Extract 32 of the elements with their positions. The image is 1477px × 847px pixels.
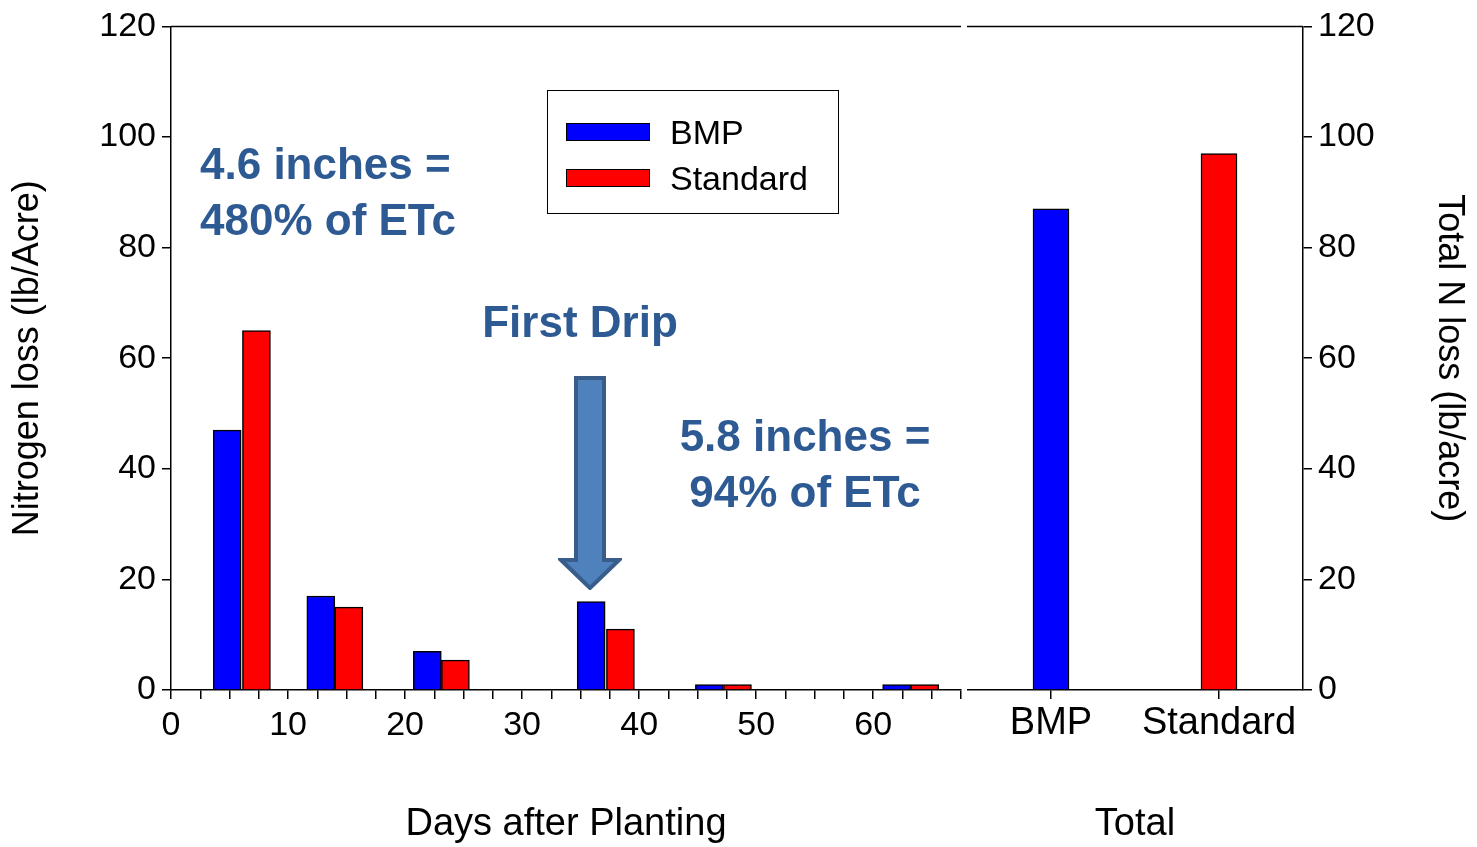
x-axis-title: Days after Planting (405, 800, 727, 843)
x-tick-label: 40 (620, 703, 659, 742)
x-tick-label: 60 (854, 703, 893, 742)
x-tick-label: Standard (1141, 700, 1297, 743)
legend-label: BMP (670, 112, 744, 152)
x-axis-title: Total (1094, 800, 1176, 843)
annotation: First Drip (481, 296, 679, 348)
annotation: 4.6 inches = 480% of ETc (200, 138, 457, 246)
x-tick-label: 20 (386, 703, 424, 742)
y-tick-label: 40 (118, 447, 156, 486)
y-tick-label: 0 (137, 668, 156, 707)
x-tick-label: 0 (161, 703, 181, 742)
y2-tick-label: 40 (1318, 447, 1356, 486)
x-tick-label: BMP (1009, 700, 1093, 743)
y-tick-label: 60 (118, 336, 156, 375)
y2-tick-label: 0 (1318, 668, 1337, 707)
y2-axis-title: Total N loss (lb/acre) (1431, 194, 1473, 523)
x-tick-label: 30 (503, 703, 542, 742)
annotation: 5.8 inches = 94% of ETc (678, 410, 932, 518)
y-tick-label: 120 (99, 4, 156, 43)
y-tick-label: 80 (118, 225, 156, 264)
y-axis-title: Nitrogen loss (lb/Acre) (4, 180, 46, 537)
legend-label: Standard (670, 158, 808, 198)
y-tick-label: 100 (99, 115, 156, 154)
y2-tick-label: 20 (1318, 557, 1356, 596)
y-tick-label: 20 (118, 557, 156, 596)
y2-tick-label: 80 (1318, 225, 1356, 264)
x-tick-label: 50 (737, 703, 776, 742)
y2-tick-label: 100 (1318, 115, 1375, 154)
y2-tick-label: 120 (1318, 4, 1375, 43)
y2-tick-label: 60 (1318, 336, 1356, 375)
x-tick-label: 10 (269, 703, 307, 742)
